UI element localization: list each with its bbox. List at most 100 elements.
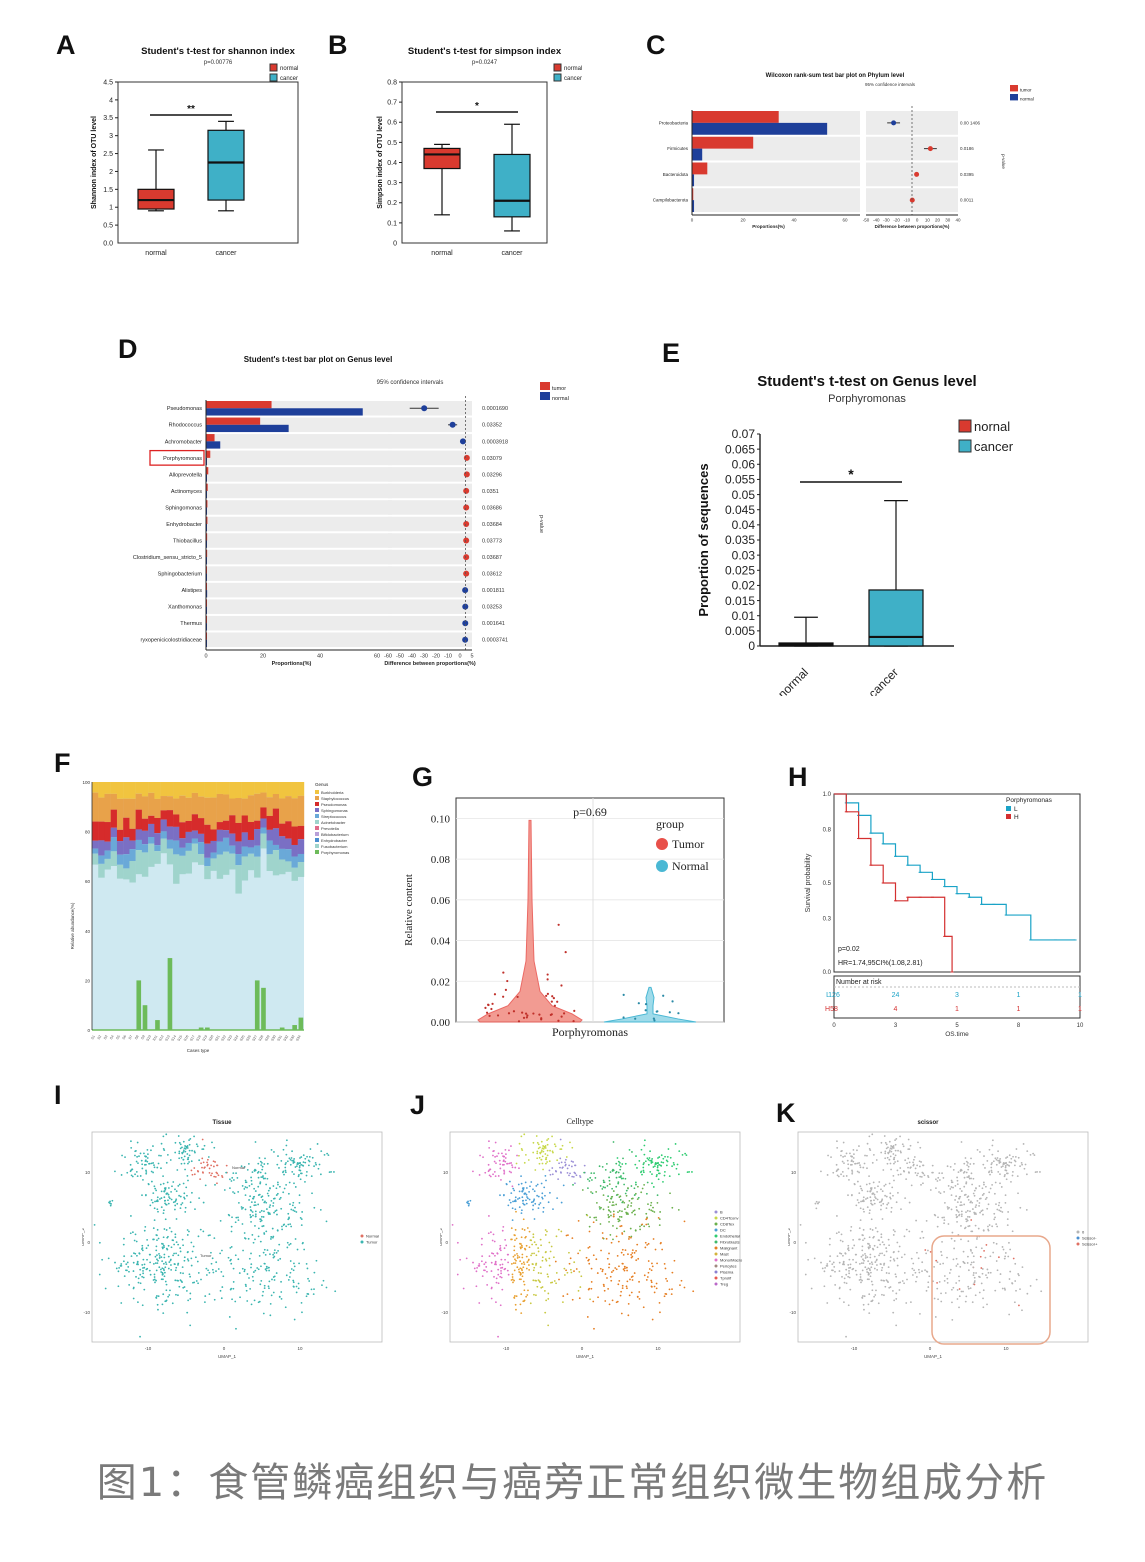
cell-point xyxy=(854,1253,857,1256)
cell-point xyxy=(667,1148,670,1150)
cell-point xyxy=(939,1192,942,1195)
bar-porphyromonas xyxy=(167,958,173,1030)
cell-point xyxy=(967,1198,970,1201)
cell-point xyxy=(835,1170,838,1173)
cell-point xyxy=(293,1161,296,1163)
cell-point xyxy=(922,1172,925,1175)
cell-point xyxy=(220,1297,223,1300)
cell-point xyxy=(876,1246,879,1249)
cell-point xyxy=(546,1230,548,1233)
cell-point xyxy=(213,1298,216,1301)
cell-point xyxy=(612,1269,615,1272)
stack-segment xyxy=(185,782,192,798)
cell-point xyxy=(548,1160,551,1163)
cell-point xyxy=(630,1253,633,1256)
cell-point xyxy=(636,1185,639,1188)
cell-point xyxy=(868,1262,871,1265)
cell-point xyxy=(892,1311,895,1314)
cell-point xyxy=(293,1210,296,1213)
cell-point xyxy=(966,1162,969,1164)
chart-title: Celltype xyxy=(566,1117,594,1126)
figure-caption: 图1：食管鳞癌组织与癌旁正常组织微生物组成分析 xyxy=(96,1460,1049,1506)
cell-point xyxy=(504,1267,507,1270)
cell-point xyxy=(651,1318,654,1321)
cell-point xyxy=(532,1204,535,1207)
stack-segment xyxy=(129,798,136,829)
y-tick-label: 0 xyxy=(445,1240,448,1245)
cell-point xyxy=(141,1167,144,1170)
cell-point xyxy=(269,1187,271,1189)
cell-point xyxy=(953,1247,955,1250)
stack-segment xyxy=(98,855,105,864)
cell-point xyxy=(276,1229,279,1232)
x-tick-label: S12 xyxy=(158,1034,165,1041)
cell-point xyxy=(845,1175,848,1177)
cell-point xyxy=(1004,1165,1007,1167)
row-background xyxy=(692,188,860,212)
cell-point xyxy=(293,1173,295,1176)
cell-point xyxy=(473,1267,476,1270)
cell-point xyxy=(852,1238,855,1241)
cell-point xyxy=(524,1153,527,1156)
cell-point xyxy=(878,1254,880,1257)
cell-point xyxy=(661,1248,664,1251)
cell-point xyxy=(657,1161,659,1164)
cell-point xyxy=(873,1202,876,1205)
cell-point xyxy=(527,1289,529,1292)
cell-point xyxy=(459,1258,462,1261)
cell-point xyxy=(952,1286,955,1289)
cell-point xyxy=(502,1225,505,1228)
cell-point xyxy=(548,1257,551,1260)
cell-point xyxy=(978,1185,981,1187)
cell-point xyxy=(841,1275,843,1278)
cell-point xyxy=(852,1258,854,1261)
significance-mark: * xyxy=(475,101,479,112)
cell-point xyxy=(577,1219,580,1222)
cell-point xyxy=(284,1163,287,1166)
cell-point xyxy=(838,1270,841,1272)
cell-point xyxy=(571,1298,574,1301)
category-label: Proteobacteria xyxy=(659,120,689,125)
cell-point xyxy=(134,1154,136,1157)
cell-point xyxy=(862,1196,865,1199)
cell-point xyxy=(518,1142,521,1145)
legend-label: Plasma xyxy=(720,1270,734,1275)
stack-segment xyxy=(173,826,180,841)
cell-point xyxy=(955,1195,958,1198)
panel-a-boxplot: Student's t-test for shannon indexp=0.00… xyxy=(91,46,299,257)
stack-segment xyxy=(129,849,136,862)
cell-point xyxy=(870,1218,873,1221)
cell-point xyxy=(950,1208,953,1211)
cell-point xyxy=(974,1224,977,1227)
cell-point xyxy=(107,1257,110,1260)
stack-segment xyxy=(148,837,155,844)
cell-point xyxy=(501,1266,504,1269)
x-tick-label: 60 xyxy=(374,654,380,660)
cell-point xyxy=(658,1163,661,1166)
cell-point xyxy=(1007,1255,1010,1258)
p-value-label: 0.0003741 xyxy=(482,638,508,644)
cell-point xyxy=(997,1150,999,1153)
x-tick-label: S16 xyxy=(183,1034,190,1041)
cell-point xyxy=(604,1186,606,1189)
cell-point xyxy=(542,1150,545,1153)
cell-point xyxy=(161,1260,164,1263)
p-value-axis-label: p-value xyxy=(538,515,544,533)
risk-value: 126 xyxy=(828,992,840,999)
cell-point xyxy=(143,1266,146,1269)
cell-point xyxy=(292,1209,295,1212)
cell-point xyxy=(860,1200,862,1203)
cell-point xyxy=(635,1183,637,1186)
cell-point xyxy=(650,1281,653,1284)
risk-value: 1 xyxy=(955,1006,959,1013)
x-tick-label: -10 xyxy=(851,1346,858,1351)
diff-x-tick-label: -10 xyxy=(444,654,452,660)
cell-point xyxy=(147,1182,150,1185)
cell-point xyxy=(966,1164,969,1166)
cell-point xyxy=(972,1261,975,1264)
cell-point xyxy=(499,1247,502,1249)
significance-mark: ** xyxy=(187,104,195,115)
cell-point xyxy=(963,1203,966,1206)
cell-point xyxy=(982,1306,985,1309)
cell-point xyxy=(154,1255,157,1258)
